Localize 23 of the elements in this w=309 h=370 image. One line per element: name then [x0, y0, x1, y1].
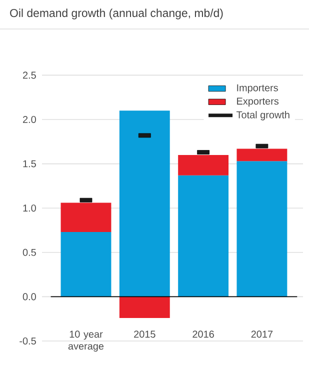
x-tick-label: 2017 [251, 330, 273, 338]
bar [178, 175, 229, 297]
bar [236, 148, 288, 162]
x-tick-label: 2016 [192, 330, 214, 338]
y-tick-label: 0.0 [22, 293, 36, 300]
bar [178, 154, 229, 176]
bar [60, 202, 112, 232]
bar [236, 161, 288, 297]
bar [119, 110, 170, 297]
y-tick-label: 1.0 [23, 204, 36, 212]
legend-label: Importers [237, 84, 278, 94]
bar [119, 296, 170, 318]
bar [60, 232, 112, 297]
chart-title: Oil demand growth (annual change, mb/d) [10, 8, 223, 20]
y-tick-label: 2.5 [23, 72, 36, 79]
y-tick-label: -0.5 [20, 337, 36, 345]
y-tick-label: 0.5 [22, 248, 36, 256]
y-tick-label: 2.0 [23, 116, 36, 124]
legend-label: Exporters [237, 98, 279, 107]
legend-label: Total growth [236, 111, 290, 120]
y-tick-label: 1.5 [23, 160, 36, 168]
x-tick-label: 2015 [134, 330, 156, 338]
x-tick-label: 10 year average [68, 330, 104, 352]
